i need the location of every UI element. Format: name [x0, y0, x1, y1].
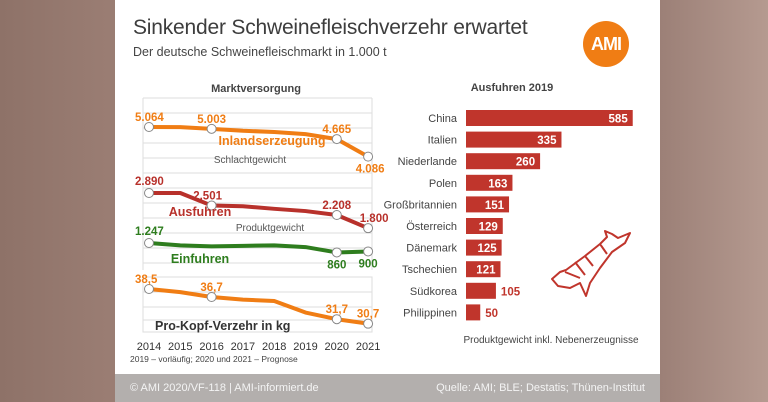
- bar-category-label: Südkorea: [410, 286, 458, 298]
- bar: [466, 131, 562, 148]
- x-tick-label: 2020: [325, 341, 349, 353]
- data-label: 5.003: [197, 114, 226, 126]
- bar-category-label: Polen: [429, 178, 457, 190]
- data-point: [331, 314, 342, 325]
- bar: [466, 261, 501, 278]
- bar-chart-title: Ausfuhren 2019: [471, 82, 554, 94]
- data-label: 30,7: [357, 309, 379, 321]
- data-label: 4.086: [356, 164, 385, 176]
- data-point: [144, 122, 154, 132]
- data-label: 2.890: [135, 176, 164, 188]
- data-point: [144, 188, 154, 198]
- pig-icon: [551, 230, 631, 297]
- footer-source: Quelle: AMI; BLE; Destatis; Thünen-Insti…: [436, 382, 645, 394]
- bar-category-label: China: [428, 113, 458, 125]
- x-tick-label: 2017: [231, 341, 255, 353]
- data-point: [206, 292, 217, 302]
- data-point: [144, 238, 154, 248]
- bar-value-label: 260: [516, 157, 535, 169]
- line-chart-title: Marktversorgung: [211, 83, 301, 95]
- bar-value-label: 585: [609, 114, 629, 126]
- data-label: 5.064: [135, 112, 164, 124]
- data-label: 4.665: [322, 124, 351, 136]
- series-name: Einfuhren: [171, 252, 229, 266]
- data-point: [363, 151, 374, 162]
- data-label: 860: [327, 259, 346, 271]
- series-unit: Produktgewicht: [236, 223, 305, 234]
- data-point: [363, 246, 374, 257]
- data-label: 1.800: [360, 213, 389, 225]
- footer-copyright: © AMI 2020/VF-118 | AMI-informiert.de: [130, 382, 319, 394]
- data-point: [331, 247, 342, 258]
- series-line-2: [148, 241, 369, 255]
- line-chart-note: 2019 – vorläufig; 2020 und 2021 – Progno…: [130, 354, 298, 364]
- data-point: [144, 284, 154, 294]
- series-name: Inlandserzeugung: [219, 134, 326, 148]
- data-label: 2.208: [322, 200, 351, 212]
- bar-category-label: Italien: [428, 135, 457, 147]
- bar-category-label: Großbritannien: [384, 199, 457, 211]
- data-point: [331, 210, 342, 220]
- data-label: 36,7: [200, 282, 222, 294]
- bar-category-label: Tschechien: [402, 264, 457, 276]
- bar-value-label: 151: [485, 200, 505, 212]
- footer: © AMI 2020/VF-118 | AMI-informiert.de Qu…: [115, 374, 660, 402]
- x-tick-label: 2014: [137, 341, 161, 353]
- bar-value-label: 129: [479, 222, 498, 234]
- page-title: Sinkender Schweinefleischverzehr erwarte…: [133, 16, 528, 39]
- data-label: 1.247: [135, 226, 164, 238]
- bar-category-label: Österreich: [406, 221, 457, 233]
- data-label: 2.501: [193, 191, 222, 203]
- bar-value-label: 105: [501, 286, 521, 298]
- bar: [466, 304, 481, 321]
- data-point: [206, 123, 217, 134]
- x-tick-label: 2021: [356, 341, 380, 353]
- x-tick-label: 2019: [293, 341, 317, 353]
- series-name: Pro-Kopf-Verzehr in kg: [155, 319, 290, 333]
- x-tick-label: 2015: [168, 341, 192, 353]
- infographic-card: [115, 0, 660, 374]
- bar-value-label: 50: [485, 308, 498, 320]
- data-label: 31,7: [326, 304, 348, 316]
- data-point: [206, 200, 217, 211]
- bar: [466, 153, 541, 170]
- lower-panel-frame: [142, 276, 373, 333]
- x-tick-label: 2018: [262, 341, 286, 353]
- data-label: 900: [359, 258, 378, 270]
- series-line-3: [148, 287, 369, 326]
- bar-category-label: Philippinen: [403, 307, 457, 319]
- bar-value-label: 121: [476, 265, 496, 277]
- data-label: 38,5: [135, 274, 158, 286]
- bar-chart-note: Produktgewicht inkl. Nebenerzeugnisse: [463, 335, 639, 346]
- bar-category-label: Niederlande: [398, 156, 457, 168]
- bar: [466, 174, 513, 191]
- bar-category-label: Dänemark: [406, 243, 457, 255]
- series-unit: Schlachtgewicht: [214, 155, 286, 166]
- x-tick-label: 2016: [199, 341, 223, 353]
- data-point: [331, 134, 342, 145]
- series-line-1: [149, 191, 369, 231]
- series-name: Ausfuhren: [169, 205, 232, 219]
- data-point: [363, 318, 374, 329]
- bar: [466, 196, 510, 213]
- bar: [466, 218, 503, 234]
- bar: [466, 110, 633, 126]
- bar: [466, 239, 502, 256]
- bar-value-label: 163: [488, 178, 507, 190]
- series-line-0: [148, 125, 370, 159]
- bar: [466, 282, 496, 299]
- page-subtitle: Der deutsche Schweinefleischmarkt in 1.0…: [133, 45, 387, 59]
- data-point: [363, 223, 374, 234]
- bar-value-label: 125: [477, 243, 497, 255]
- bar-value-label: 335: [537, 135, 557, 147]
- ami-logo: AMI: [583, 21, 629, 67]
